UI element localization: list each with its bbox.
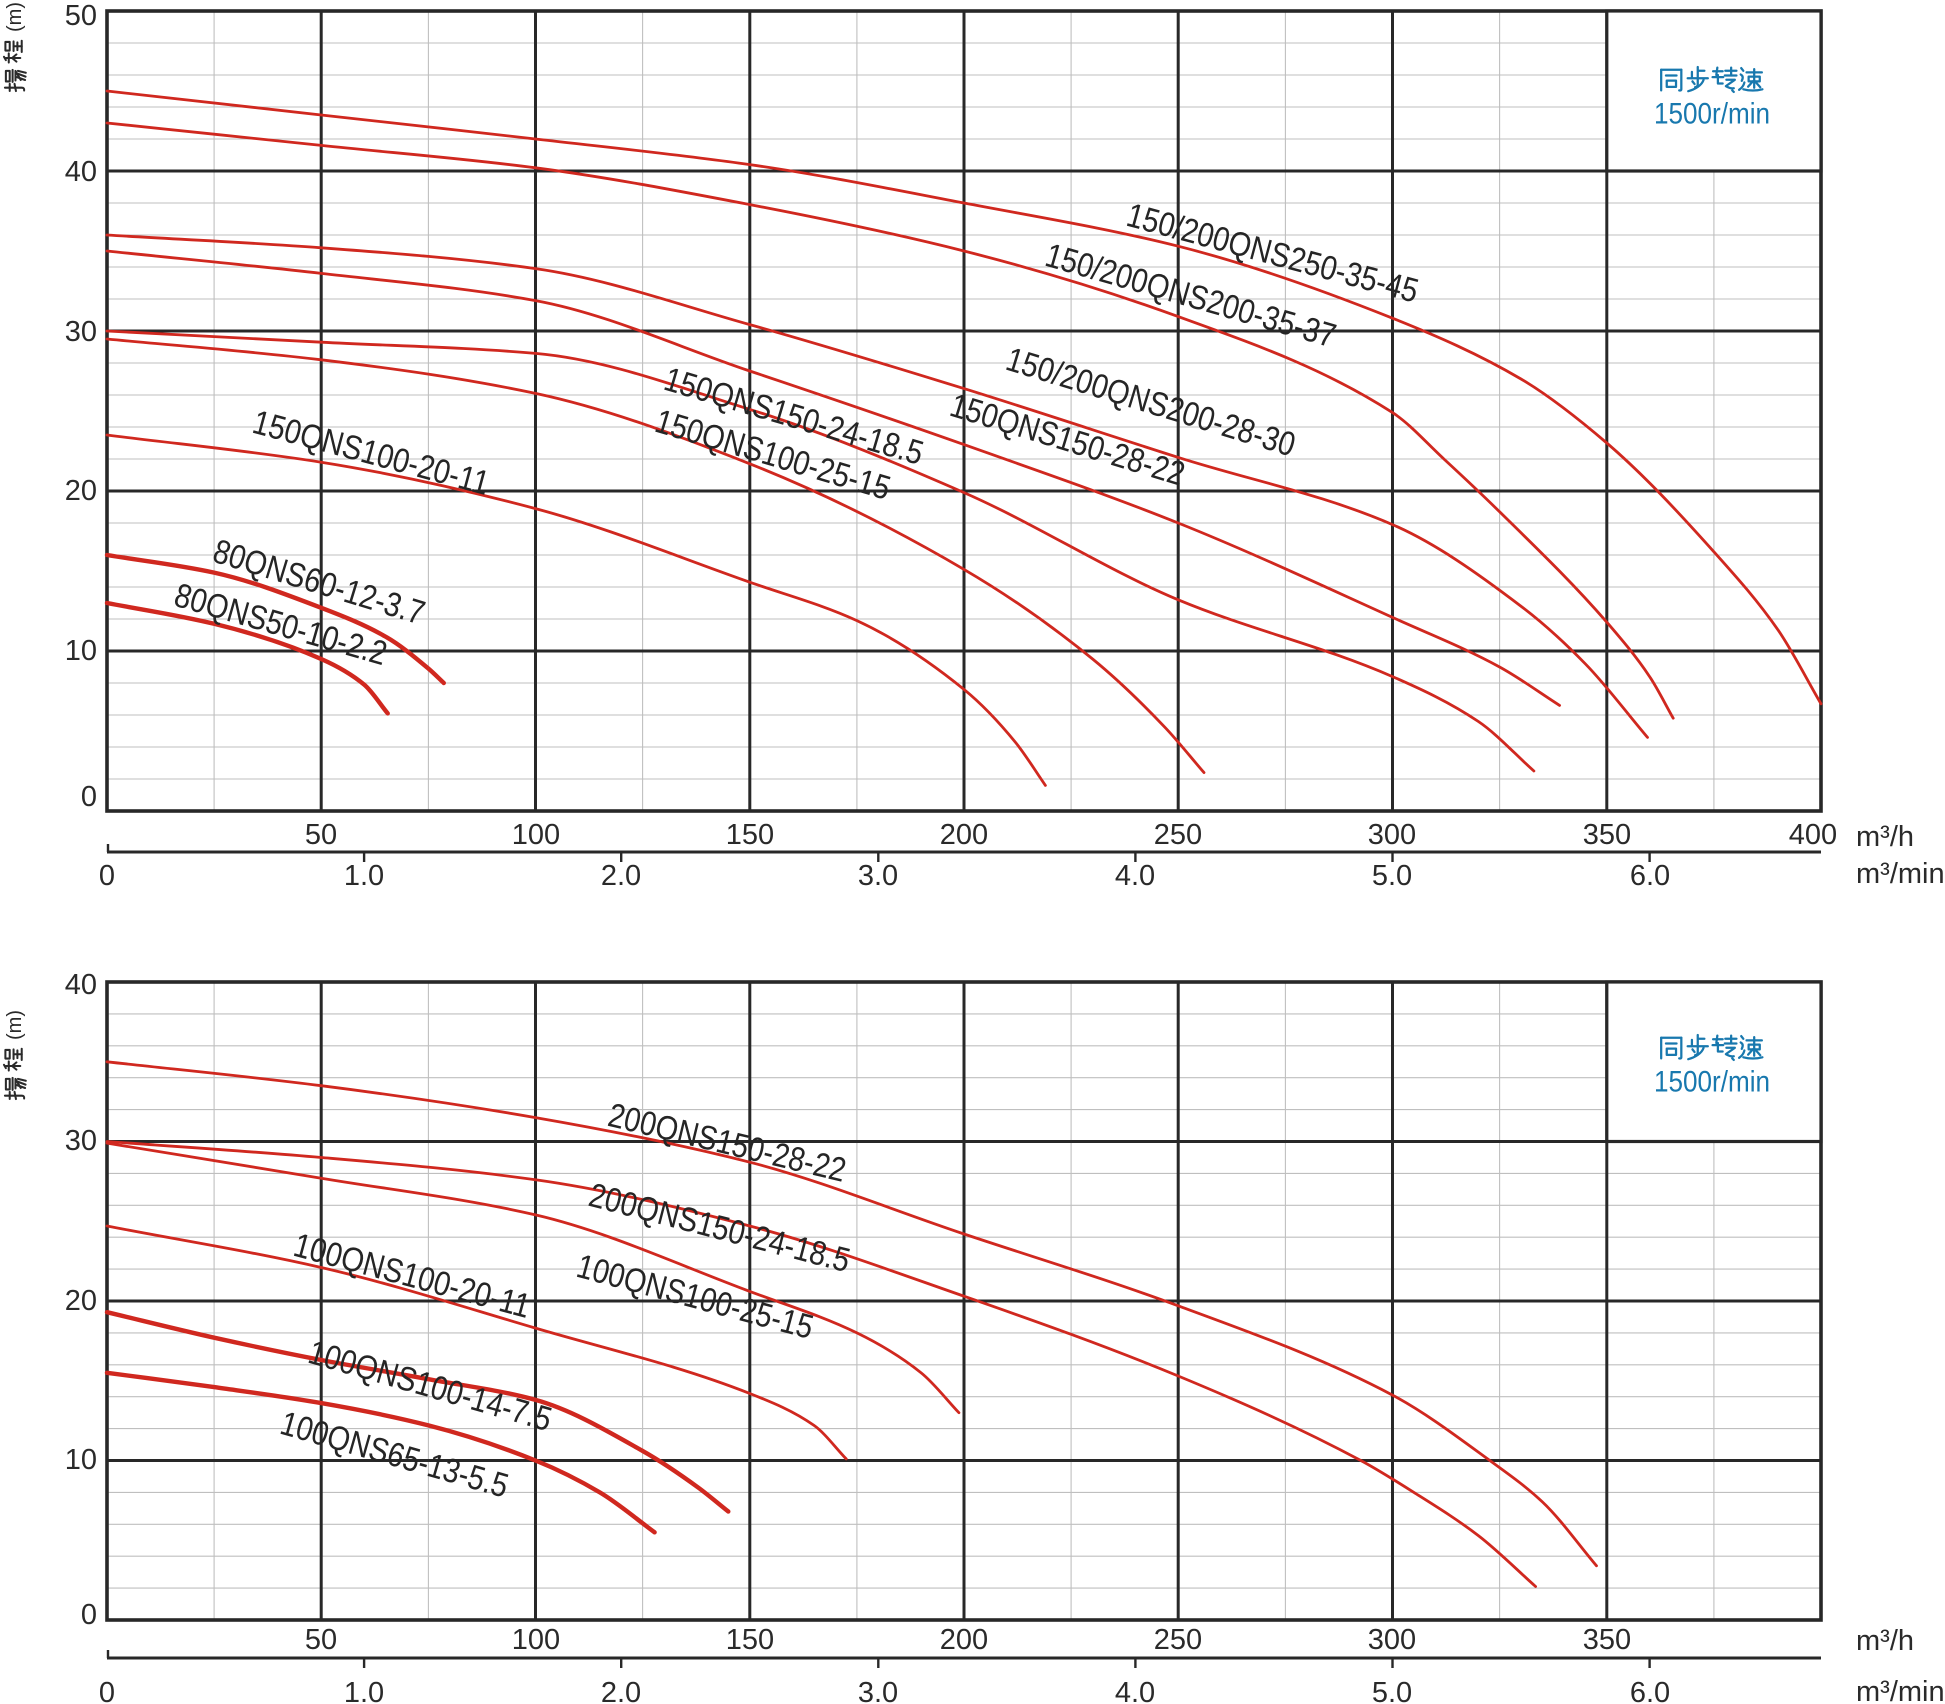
svg-text:0: 0: [99, 860, 115, 892]
svg-text:(m): (m): [4, 1010, 26, 1040]
svg-text:40: 40: [65, 156, 97, 188]
svg-text:350: 350: [1583, 1624, 1631, 1656]
svg-text:6.0: 6.0: [1630, 1677, 1670, 1704]
svg-text:(m): (m): [4, 2, 26, 32]
svg-text:4.0: 4.0: [1115, 860, 1155, 892]
svg-text:1.0: 1.0: [344, 1677, 384, 1704]
svg-text:250: 250: [1154, 1624, 1202, 1656]
svg-text:100: 100: [512, 1624, 560, 1656]
svg-text:400: 400: [1789, 819, 1837, 851]
svg-text:6.0: 6.0: [1630, 860, 1670, 892]
svg-text:300: 300: [1368, 1624, 1416, 1656]
svg-text:200: 200: [940, 819, 988, 851]
svg-text:3.0: 3.0: [858, 1677, 898, 1704]
svg-text:m³/min: m³/min: [1856, 858, 1945, 890]
svg-text:50: 50: [305, 1624, 337, 1656]
svg-text:200: 200: [940, 1624, 988, 1656]
svg-text:4.0: 4.0: [1115, 1677, 1155, 1704]
svg-text:3.0: 3.0: [858, 860, 898, 892]
svg-text:5.0: 5.0: [1372, 860, 1412, 892]
svg-text:5.0: 5.0: [1372, 1677, 1412, 1704]
svg-text:1500r/min: 1500r/min: [1654, 98, 1770, 131]
svg-text:m³/h: m³/h: [1856, 821, 1914, 853]
svg-text:50: 50: [305, 819, 337, 851]
svg-text:20: 20: [65, 1285, 97, 1317]
svg-text:50: 50: [65, 0, 97, 32]
svg-text:1500r/min: 1500r/min: [1654, 1066, 1770, 1099]
svg-text:1.0: 1.0: [344, 860, 384, 892]
svg-text:350: 350: [1583, 819, 1631, 851]
svg-text:150: 150: [726, 1624, 774, 1656]
svg-text:250: 250: [1154, 819, 1202, 851]
svg-text:30: 30: [65, 1125, 97, 1157]
svg-text:10: 10: [65, 1444, 97, 1476]
svg-text:300: 300: [1368, 819, 1416, 851]
svg-text:0: 0: [99, 1677, 115, 1704]
svg-text:0: 0: [81, 1599, 97, 1631]
svg-text:100: 100: [512, 819, 560, 851]
svg-text:150: 150: [726, 819, 774, 851]
svg-text:0: 0: [81, 781, 97, 813]
svg-text:2.0: 2.0: [601, 1677, 641, 1704]
svg-text:m³/h: m³/h: [1856, 1625, 1914, 1657]
svg-text:m³/min: m³/min: [1856, 1676, 1945, 1704]
svg-text:10: 10: [65, 635, 97, 667]
svg-text:30: 30: [65, 316, 97, 348]
svg-text:2.0: 2.0: [601, 860, 641, 892]
svg-text:20: 20: [65, 475, 97, 507]
svg-text:40: 40: [65, 969, 97, 1001]
